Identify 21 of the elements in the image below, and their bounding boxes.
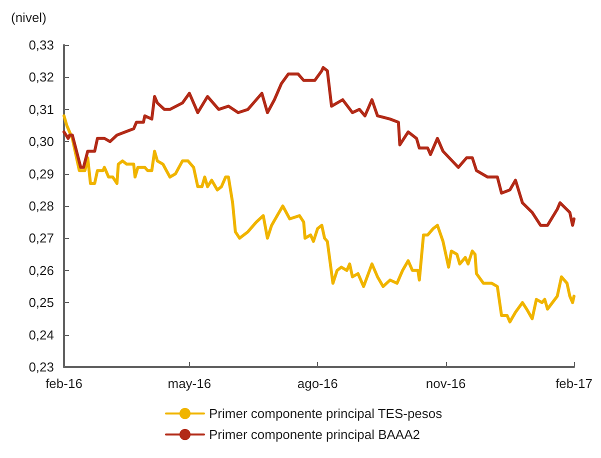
y-tick-label: 0,32 [28,70,54,85]
legend-label: Primer componente principal BAAA2 [209,427,420,442]
y-tick-label: 0,33 [28,38,54,52]
y-tick-label: 0,30 [28,134,54,150]
x-tick-label: nov-16 [426,376,466,391]
y-tick-label: 0,25 [28,295,54,310]
y-tick-label: 0,29 [28,166,54,182]
line-series [62,66,576,227]
y-tick-label: 0,26 [28,262,54,278]
x-tick-label: may-16 [168,376,212,391]
y-tick-label: 0,28 [28,198,54,214]
y-tick-label: 0,27 [28,230,54,246]
x-tick-label: feb-17 [556,376,592,391]
line-series [62,114,576,324]
y-tick-label: 0,24 [28,327,54,342]
y-tick-label: 0,23 [28,360,54,374]
x-tick-label: ago-16 [297,376,338,391]
y-tick-label: 0,31 [28,102,54,117]
legend-label: Primer componente principal TES-pesos [209,406,443,421]
x-tick-label: feb-16 [46,376,82,391]
y-axis-title: (nivel) [11,10,46,25]
